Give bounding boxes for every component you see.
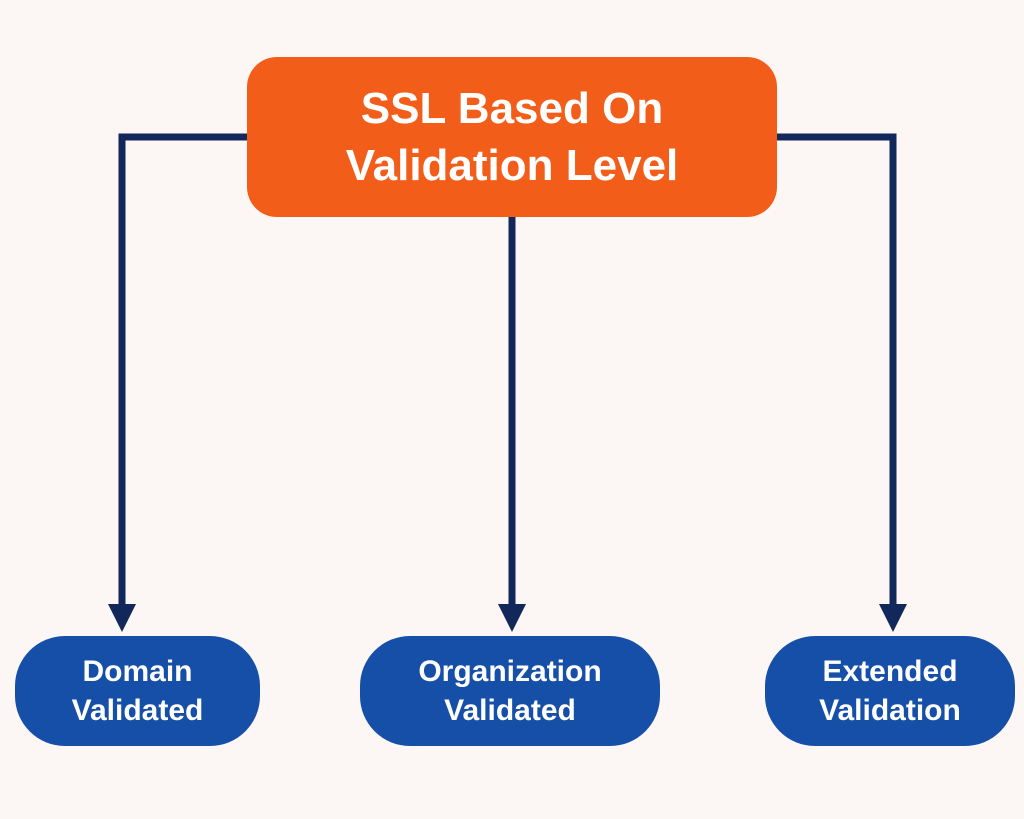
root-node: SSL Based On Validation Level bbox=[247, 57, 777, 217]
root-line2: Validation Level bbox=[346, 137, 679, 194]
child-line1: Organization bbox=[418, 652, 601, 691]
root-line1: SSL Based On bbox=[361, 80, 663, 137]
child-node-extended: Extended Validation bbox=[765, 636, 1015, 746]
child-line2: Validation bbox=[819, 691, 961, 730]
child-line2: Validated bbox=[444, 691, 576, 730]
child-node-domain: Domain Validated bbox=[15, 636, 260, 746]
child-line2: Validated bbox=[72, 691, 204, 730]
child-line1: Extended bbox=[822, 652, 957, 691]
child-line1: Domain bbox=[82, 652, 192, 691]
child-node-organization: Organization Validated bbox=[360, 636, 660, 746]
